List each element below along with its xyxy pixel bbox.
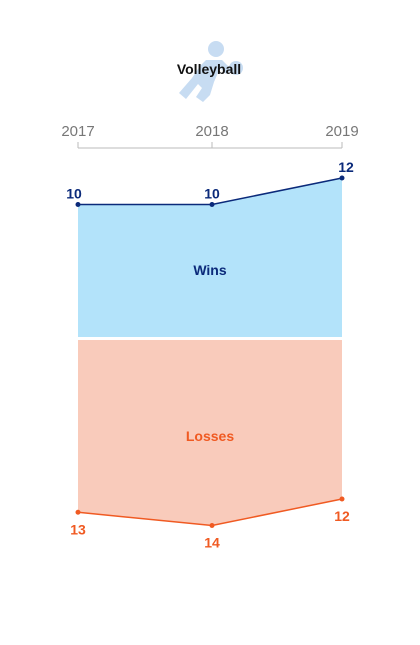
wins-value-label: 12 xyxy=(338,159,354,175)
losses-point xyxy=(75,509,81,515)
volleyball-player-icon xyxy=(179,41,243,102)
chart-title: Volleyball xyxy=(177,61,241,77)
wins-point xyxy=(75,202,81,207)
losses-band-label: Losses xyxy=(186,428,234,444)
wins-value-label: 10 xyxy=(204,186,220,202)
year-label: 2018 xyxy=(195,123,228,140)
losses-point xyxy=(209,523,215,528)
wins-series: 10 10 12 Wins xyxy=(66,159,354,337)
losses-value-label: 13 xyxy=(70,521,86,537)
wins-area xyxy=(78,178,342,337)
wins-value-label: 10 xyxy=(66,186,82,202)
year-label: 2019 xyxy=(325,123,358,140)
losses-series: 13 14 12 Losses xyxy=(70,340,350,551)
losses-point xyxy=(339,496,345,502)
losses-area xyxy=(78,340,342,526)
year-label: 2017 xyxy=(61,123,94,140)
year-axis: 2017 2018 2019 xyxy=(61,123,359,149)
wins-band-label: Wins xyxy=(193,262,227,278)
losses-value-label: 12 xyxy=(334,508,350,524)
losses-value-label: 14 xyxy=(204,535,220,551)
wins-point xyxy=(339,175,345,181)
wins-point xyxy=(209,202,215,207)
